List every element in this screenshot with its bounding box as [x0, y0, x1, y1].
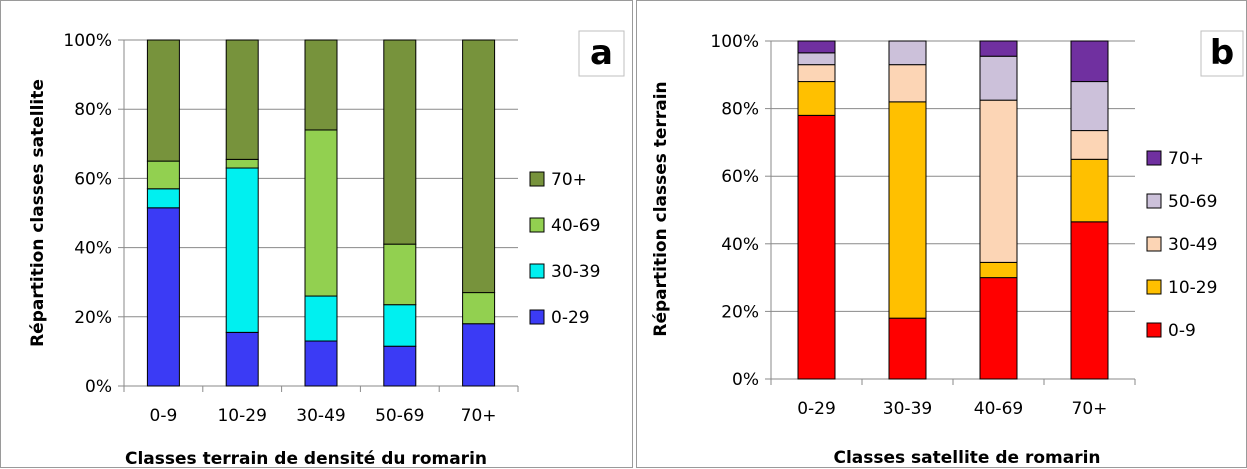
y-axis-title: Répartition classes terrain — [651, 81, 671, 336]
x-tick-label: 40-69 — [974, 399, 1023, 419]
legend-swatch — [1146, 193, 1162, 209]
y-tick-label: 0% — [732, 370, 759, 390]
x-tick-label: 50-69 — [375, 406, 424, 426]
legend-label: 70+ — [551, 170, 587, 190]
legend-label: 50-69 — [1168, 192, 1217, 212]
bar-segment — [225, 39, 259, 160]
bar-segment — [979, 99, 1018, 263]
chart-panel-a: 0% 20% 40% 60% 80% 100% 0-9 10-29 30-49 50-69 70+ C… — [0, 0, 633, 469]
bar-segment — [1070, 158, 1109, 223]
panel-label: a — [590, 33, 613, 73]
chart-panel-b: 0% 20% 40% 60% 80% 100% 0-29 30-39 40-69 70+ Class… — [636, 0, 1247, 468]
bar-segment — [146, 160, 180, 190]
x-tick-label: 30-49 — [296, 406, 345, 426]
bar-segment — [225, 158, 259, 169]
bar-segment — [462, 323, 496, 387]
y-tick-label: 60% — [721, 167, 759, 187]
bar-segment — [462, 39, 496, 294]
x-axis-title: Classes satellite de romarin — [833, 448, 1100, 468]
panel-label-box — [1200, 30, 1244, 77]
legend-label: 10-29 — [1168, 278, 1217, 298]
y-tick-label: 100% — [710, 32, 759, 52]
stacked-bar-chart-b: 0% 20% 40% 60% 80% 100% 0-29 30-39 40-69 70+ Class… — [651, 30, 1244, 468]
bar-segment — [462, 292, 496, 325]
bar-segment — [888, 40, 927, 66]
bar-segment — [304, 340, 338, 387]
legend-swatch — [529, 171, 545, 187]
bar-segment — [146, 207, 180, 387]
bar-segment — [979, 277, 1018, 380]
y-tick-label: 40% — [74, 239, 112, 259]
bar-segment — [146, 188, 180, 209]
y-tick-label: 20% — [721, 302, 759, 322]
panel-label-box — [578, 30, 625, 77]
bar-segment — [979, 261, 1018, 279]
y-tick-label: 80% — [721, 100, 759, 120]
x-tick-label: 0-9 — [150, 406, 178, 426]
bar-segment — [888, 64, 927, 103]
bar-segment — [304, 39, 338, 131]
x-tick-label: 10-29 — [217, 406, 266, 426]
x-tick-label: 70+ — [1072, 399, 1108, 419]
bar-segment — [383, 39, 417, 245]
bar-segment — [225, 331, 259, 387]
y-tick-label: 20% — [74, 308, 112, 328]
bar-segment — [797, 40, 836, 54]
bar-segment — [304, 129, 338, 297]
bar-segment — [1070, 81, 1109, 132]
bar-segment — [797, 81, 836, 116]
bar-segment — [304, 295, 338, 342]
legend-label: 30-49 — [1168, 235, 1217, 255]
legend-label: 40-69 — [551, 216, 600, 236]
legend-swatch — [1146, 279, 1162, 295]
bar-segment — [797, 114, 836, 380]
legend-label: 0-9 — [1168, 321, 1196, 341]
legend-swatch — [529, 217, 545, 233]
legend-swatch — [1146, 150, 1162, 166]
bar-segment — [979, 40, 1018, 57]
bar-segment — [225, 167, 259, 333]
y-tick-label: 100% — [63, 31, 112, 51]
panel-label: b — [1210, 33, 1234, 73]
x-axis-title: Classes terrain de densité du romarin — [125, 449, 487, 469]
legend-label: 30-39 — [551, 262, 600, 282]
bar-segment — [797, 52, 836, 66]
legend-swatch — [1146, 322, 1162, 338]
legend-label: 0-29 — [551, 308, 590, 328]
legend-swatch — [529, 263, 545, 279]
x-tick-label: 30-39 — [883, 399, 932, 419]
legend-swatch — [1146, 236, 1162, 252]
stacked-bar-chart-a: 0% 20% 40% 60% 80% 100% 0-9 10-29 30-49 50-69 70+ C… — [28, 30, 625, 469]
y-tick-label: 80% — [74, 100, 112, 120]
bar-segment — [383, 304, 417, 347]
y-tick-label: 0% — [85, 377, 112, 397]
bar-segment — [146, 39, 180, 162]
bar-segment — [1070, 130, 1109, 160]
bar-segment — [383, 243, 417, 306]
bar-segment — [1070, 40, 1109, 83]
bar-segment — [1070, 221, 1109, 380]
y-axis-title: Répartition classes satellite — [28, 79, 48, 347]
legend-label: 70+ — [1168, 149, 1204, 169]
bar-segment — [383, 345, 417, 387]
y-tick-label: 40% — [721, 235, 759, 255]
bar-segment — [979, 55, 1018, 101]
bar-segment — [888, 317, 927, 380]
y-tick-label: 60% — [74, 169, 112, 189]
bar-segment — [888, 101, 927, 319]
legend-swatch — [529, 309, 545, 325]
x-tick-label: 70+ — [461, 406, 497, 426]
x-tick-label: 0-29 — [797, 399, 836, 419]
bar-segment — [797, 64, 836, 83]
